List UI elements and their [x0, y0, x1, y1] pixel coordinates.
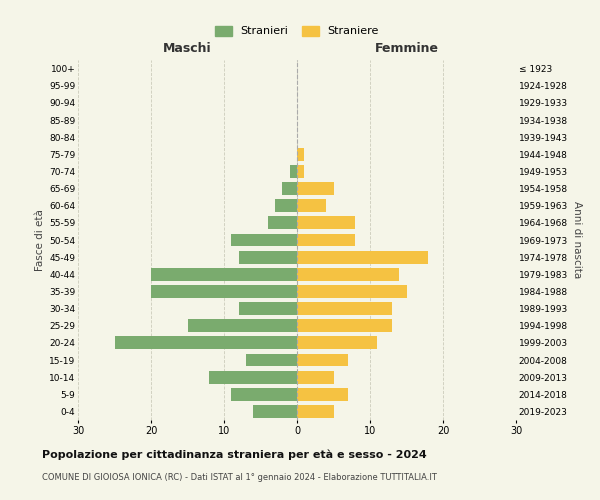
Bar [187, 320, 297, 332]
Bar [275, 200, 297, 212]
Bar [151, 285, 297, 298]
Bar [297, 148, 304, 160]
Bar [232, 234, 297, 246]
Bar [297, 268, 399, 280]
Bar [297, 285, 407, 298]
Bar [297, 370, 334, 384]
Bar [297, 250, 428, 264]
Bar [297, 320, 392, 332]
Bar [209, 370, 297, 384]
Text: COMUNE DI GIOIOSA IONICA (RC) - Dati ISTAT al 1° gennaio 2024 - Elaborazione TUT: COMUNE DI GIOIOSA IONICA (RC) - Dati IST… [42, 472, 437, 482]
Bar [268, 216, 297, 230]
Bar [232, 388, 297, 400]
Bar [297, 354, 348, 366]
Bar [297, 216, 355, 230]
Bar [246, 354, 297, 366]
Bar [239, 250, 297, 264]
Bar [151, 268, 297, 280]
Bar [297, 234, 355, 246]
Bar [239, 302, 297, 315]
Bar [297, 336, 377, 349]
Bar [297, 388, 348, 400]
Bar [115, 336, 297, 349]
Text: Femmine: Femmine [374, 42, 439, 55]
Y-axis label: Anni di nascita: Anni di nascita [572, 202, 582, 278]
Bar [297, 182, 334, 195]
Bar [297, 200, 326, 212]
Bar [297, 302, 392, 315]
Bar [297, 405, 334, 418]
Text: Maschi: Maschi [163, 42, 212, 55]
Bar [297, 165, 304, 178]
Text: Popolazione per cittadinanza straniera per età e sesso - 2024: Popolazione per cittadinanza straniera p… [42, 450, 427, 460]
Bar [283, 182, 297, 195]
Bar [290, 165, 297, 178]
Y-axis label: Fasce di età: Fasce di età [35, 209, 45, 271]
Bar [253, 405, 297, 418]
Legend: Stranieri, Straniere: Stranieri, Straniere [212, 22, 382, 40]
